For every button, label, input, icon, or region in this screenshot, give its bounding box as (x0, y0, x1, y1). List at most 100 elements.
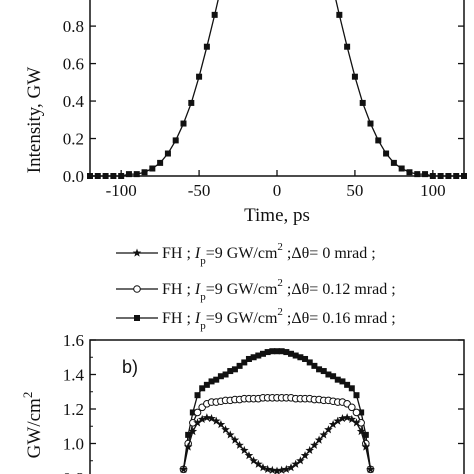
bottom-series-point (352, 408, 361, 417)
bottom-series-point (240, 445, 249, 455)
bottom-series-point (344, 381, 351, 388)
bottom-series-point (244, 451, 254, 460)
bottom-series-point (292, 352, 299, 359)
bottom-series-point (179, 464, 188, 474)
top-y-tick-label: 0.8 (63, 17, 84, 36)
top-series-point (157, 159, 164, 166)
top-series-point (367, 120, 374, 127)
bottom-series-point (291, 459, 300, 468)
bottom-series-point (328, 420, 338, 429)
bottom-series-line (182, 397, 372, 470)
bottom-series-point (217, 373, 224, 380)
bottom-y-tick-label: 1.0 (63, 435, 84, 454)
top-x-tick-label: 50 (346, 181, 363, 200)
bottom-series-point (272, 466, 282, 474)
bottom-series-point (213, 376, 220, 383)
bottom-series-point (188, 426, 198, 436)
legend-marker (134, 315, 140, 321)
legend-entry: FH ; Ip=9 GW/cm2 ;Δθ= 0 mrad ; (116, 241, 376, 267)
bottom-series-point (227, 368, 234, 375)
bottom-series-point (208, 378, 215, 385)
top-y-tick-label: 0.6 (63, 55, 84, 74)
top-series-point (172, 137, 179, 144)
bottom-series-point (194, 392, 201, 399)
top-series-point (351, 73, 358, 80)
bottom-series-point (202, 413, 212, 422)
legend: FH ; Ip=9 GW/cm2 ;Δθ= 0 mrad ; FH ; Ip=9 … (116, 241, 396, 332)
bottom-y-tick-label: 1.6 (63, 331, 84, 350)
top-panel: -100 -50 0 50 100 0.0 0.2 0.4 0.6 0.8 Intensity, … (24, 0, 467, 226)
bottom-series-point (259, 350, 266, 357)
bottom-series-point (245, 355, 252, 362)
top-series-point (203, 43, 210, 50)
top-series-point (336, 11, 343, 18)
top-series-point (414, 171, 421, 178)
bottom-series-point (353, 392, 360, 399)
bottom-series-point (197, 414, 207, 423)
bottom-series-point (235, 440, 244, 449)
top-series-point (344, 43, 351, 50)
bottom-y-tick-label: 1.2 (63, 400, 84, 419)
bottom-series-line (182, 350, 372, 470)
bottom-series-point (249, 456, 258, 465)
top-series-point (375, 137, 382, 144)
bottom-series-point (316, 366, 323, 373)
bottom-series-point (320, 368, 327, 375)
bottom-series-point (274, 348, 280, 355)
top-x-tick-label: -100 (106, 181, 137, 200)
bottom-series-point (325, 371, 332, 378)
bottom-series-point (222, 371, 229, 378)
bottom-series-point (185, 431, 192, 438)
bottom-series-point (189, 409, 196, 416)
top-series-point (149, 165, 156, 172)
bottom-series-point (255, 352, 262, 359)
bottom-series-point (258, 463, 268, 472)
bottom-series-point (352, 418, 361, 427)
bottom-series-point (268, 465, 277, 474)
top-y-tick-label: 0.2 (63, 130, 84, 149)
legend-label: FH ; Ip=9 GW/cm2 ;Δθ= 0.12 mrad ; (162, 277, 396, 303)
top-series-point (211, 11, 218, 18)
top-series-point (359, 99, 366, 106)
bottom-series-point (333, 416, 343, 425)
top-series-point (125, 171, 132, 178)
top-series-point (422, 171, 429, 178)
bottom-series-point (269, 348, 276, 355)
top-x-tick-label: 0 (273, 181, 282, 200)
top-x-tick-label: 100 (420, 181, 446, 200)
bottom-series-point (278, 348, 285, 355)
bottom-series-point (348, 385, 355, 392)
top-series-point (164, 150, 171, 157)
top-series-point (196, 73, 203, 80)
top-y-tick-label: 0.0 (63, 167, 84, 186)
bottom-series-point (356, 426, 366, 436)
bottom-y-axis-label: GW/cm2 (20, 392, 45, 459)
bottom-series-point (221, 425, 230, 434)
top-x-axis-label: Time, ps (244, 205, 310, 226)
bottom-series-point (300, 451, 310, 460)
bottom-series-point (297, 354, 304, 361)
bottom-series-point (283, 349, 290, 356)
bottom-series-point (348, 403, 356, 412)
bottom-series-point (339, 378, 346, 385)
top-plot-frame (89, 0, 465, 177)
legend-label: FH ; Ip=9 GW/cm2 ;Δθ= 0.16 mrad ; (162, 306, 396, 332)
top-series-point (383, 150, 390, 157)
bottom-series-point (306, 359, 313, 366)
bottom-series-point (362, 431, 369, 438)
bottom-series-point (216, 420, 226, 429)
bottom-series-point (324, 425, 333, 434)
bottom-series-point (296, 456, 305, 465)
bottom-series-point (319, 430, 329, 439)
bottom-series-point (311, 362, 318, 369)
top-y-axis-label: Intensity, GW (24, 67, 45, 173)
panel-label-b: b) (122, 357, 138, 377)
top-y-tick-label: 0.4 (63, 92, 85, 111)
bottom-series-point (366, 464, 375, 474)
top-series-line (90, 0, 464, 177)
legend-label: FH ; Ip=9 GW/cm2 ;Δθ= 0 mrad ; (162, 241, 376, 267)
legend-marker (132, 248, 142, 257)
bottom-series-point (250, 354, 257, 361)
bottom-series-point (203, 381, 210, 388)
